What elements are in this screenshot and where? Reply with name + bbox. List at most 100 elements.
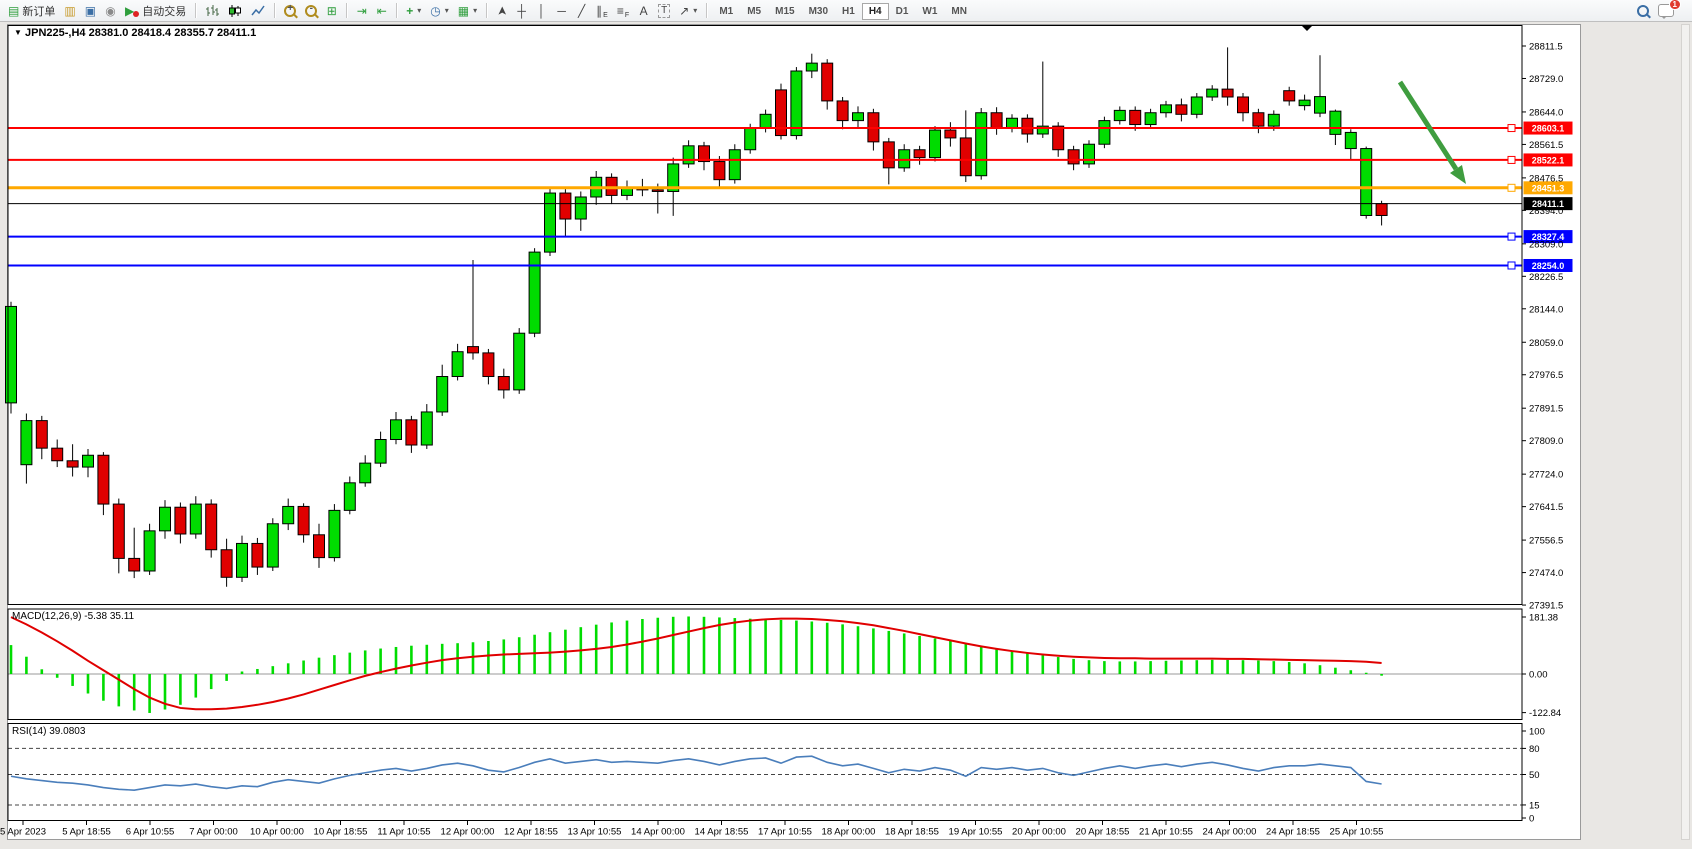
price-axis-tick-label: 28729.0 (1529, 74, 1563, 85)
new-order-icon: ▤ (8, 3, 20, 18)
candlestick-mode-button[interactable] (224, 1, 246, 20)
fibonacci-tool-button[interactable]: ≡ F (613, 1, 633, 20)
timeframe-m5[interactable]: M5 (740, 3, 768, 20)
candle-body (328, 509, 341, 559)
macd-axis-label: -122.84 (1529, 708, 1561, 719)
main-toolbar: ▤ 新订单 ▥ ▣ ◉ ▶ 自动交易 + - ⊞ ⇥ ⇤ + ▾ ◷ ▾ ▦ ▾ ➤ … (0, 0, 1692, 22)
chart-shift-button[interactable]: ⇤ (372, 1, 391, 20)
chevron-down-icon: ▾ (693, 6, 698, 15)
clock-icon: ◷ (430, 3, 441, 18)
crosshair-icon: ┼ (517, 3, 526, 18)
text-label-tool-button[interactable]: T (654, 1, 674, 20)
new-order-button[interactable]: ▤ 新订单 (4, 1, 59, 20)
chart-shift-icon: ⇤ (376, 3, 387, 18)
candle-body (728, 149, 741, 181)
cursor-tool-button[interactable]: ➤ (492, 1, 511, 20)
chart-title-row: ▼ JPN225-,H4 28381.0 28418.4 28355.7 284… (14, 27, 256, 39)
arrows-tool-button[interactable]: ↗ ▾ (675, 1, 701, 20)
timeframe-d1[interactable]: D1 (889, 3, 916, 20)
line-handle[interactable] (1507, 232, 1516, 241)
vertical-line-tool-button[interactable]: │ (532, 1, 551, 20)
bar-chart-mode-button[interactable] (201, 1, 223, 20)
timeframe-m1[interactable]: M1 (712, 3, 740, 20)
main-pane-border (7, 25, 1523, 605)
channel-tool-button[interactable]: ∥ E (592, 1, 612, 20)
line-handle[interactable] (1507, 183, 1516, 192)
candle-body (1113, 109, 1126, 122)
signal-button[interactable]: ◉ (101, 1, 120, 20)
candle-body (405, 419, 418, 446)
timeframe-h1[interactable]: H1 (835, 3, 862, 20)
timeframe-m30[interactable]: M30 (802, 3, 835, 20)
line-handle[interactable] (1507, 124, 1516, 133)
candle-body (189, 503, 202, 535)
line-chart-mode-button[interactable] (247, 1, 269, 20)
symbol-dropdown-icon[interactable]: ▼ (14, 28, 22, 37)
candle-body (1221, 88, 1234, 98)
chart-shift-marker[interactable] (1302, 26, 1312, 31)
horizontal-line-tool-button[interactable]: ─ (552, 1, 571, 20)
candle-body (698, 145, 710, 163)
line-handle[interactable] (1507, 155, 1516, 164)
price-axis-tick-label: 28561.5 (1529, 140, 1563, 151)
trendline-tool-button[interactable]: ╱ (572, 1, 591, 20)
timeframe-m15[interactable]: M15 (768, 3, 801, 20)
trend-arrow-annotation[interactable] (1397, 80, 1459, 171)
price-level-badge-text: 28254.0 (1532, 261, 1565, 271)
candle-body (1067, 149, 1080, 165)
time-axis-label: 24 Apr 00:00 (1203, 827, 1257, 838)
zoom-in-icon: + (284, 3, 297, 17)
window-scroll-strip[interactable] (1681, 24, 1690, 840)
text-tool-button[interactable]: A (634, 1, 653, 20)
price-axis-tick-label: 28226.5 (1529, 272, 1563, 283)
tile-windows-button[interactable]: ⊞ (322, 1, 341, 20)
price-axis-tick-label: 28644.0 (1529, 107, 1563, 118)
search-button[interactable] (1633, 1, 1653, 20)
rsi-indicator-label: RSI(14) 39.0803 (12, 726, 86, 737)
candle-body (821, 62, 834, 102)
candle-body (282, 505, 295, 525)
symbol-period-label: JPN225-,H4 (24, 27, 86, 39)
fibonacci-icon: ≡ (616, 3, 624, 18)
time-axis-label: 12 Apr 00:00 (441, 827, 495, 838)
macd-axis-label: 181.38 (1529, 612, 1558, 623)
candle-body (898, 149, 911, 169)
trend-arrow-head (1450, 165, 1466, 184)
zoom-out-button[interactable]: - (301, 1, 321, 20)
candle-body (467, 346, 479, 354)
line-handle[interactable] (1507, 261, 1516, 270)
candle-body (374, 439, 387, 464)
candle-body (20, 420, 33, 466)
candle-body (1160, 104, 1172, 114)
auto-trading-button[interactable]: ▶ 自动交易 (121, 1, 190, 20)
candle-body (513, 332, 526, 391)
tile-windows-icon: ⊞ (326, 3, 337, 18)
price-axis-tick-label: 27556.5 (1529, 536, 1563, 547)
indicators-button[interactable]: + ▾ (402, 1, 425, 20)
zoom-in-button[interactable]: + (280, 1, 300, 20)
timeframe-mn[interactable]: MN (944, 3, 974, 20)
chart-windows-button[interactable]: ▥ (60, 1, 79, 20)
timeframe-w1[interactable]: W1 (915, 3, 944, 20)
timeframe-h4[interactable]: H4 (861, 3, 889, 20)
periods-button[interactable]: ◷ ▾ (426, 1, 453, 20)
candle-body (1098, 120, 1111, 145)
candle-body (1283, 90, 1296, 102)
notifications-button[interactable]: 1 (1654, 0, 1681, 20)
auto-scroll-button[interactable]: ⇥ (352, 1, 371, 20)
line-chart-icon (251, 5, 265, 15)
crosshair-tool-button[interactable]: ┼ (512, 1, 531, 20)
templates-button[interactable]: ▦ ▾ (454, 1, 481, 20)
candle-body (1052, 125, 1065, 151)
profiles-button[interactable]: ▣ (81, 1, 100, 20)
candle-body (220, 549, 233, 578)
time-axis-label: 11 Apr 10:55 (377, 827, 430, 838)
candle-body (251, 542, 264, 568)
toolbar-separator (195, 3, 197, 18)
candle-body (559, 192, 572, 220)
candle-body (1144, 112, 1157, 126)
candle-body (420, 411, 433, 446)
chevron-down-icon: ▾ (473, 6, 478, 15)
toolbar-separator (346, 3, 348, 18)
